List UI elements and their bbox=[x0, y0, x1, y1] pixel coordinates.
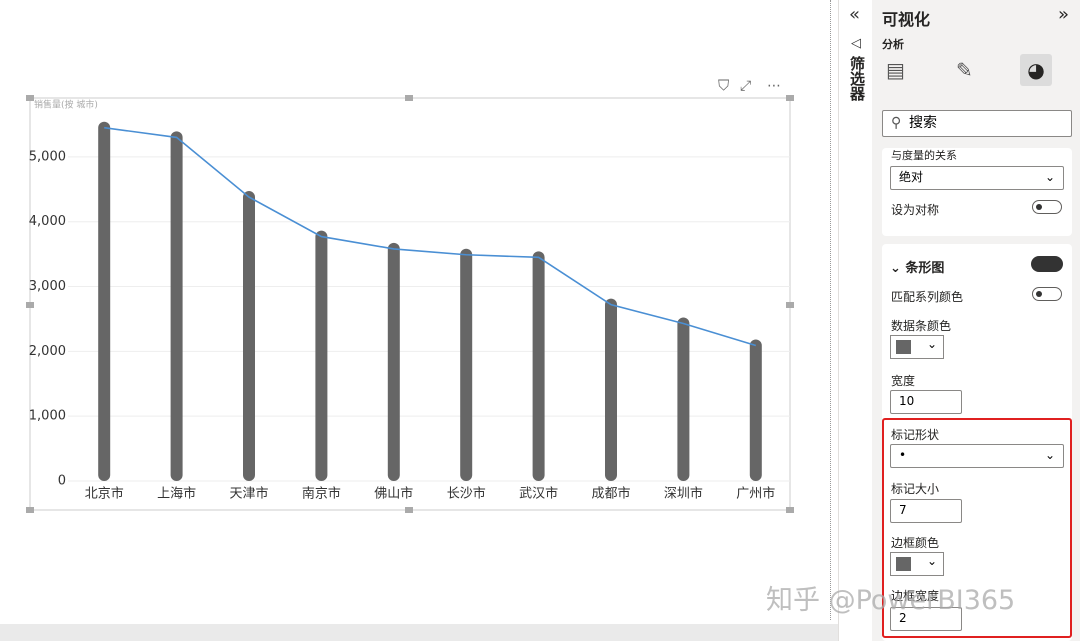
dropdown-value: • bbox=[899, 448, 907, 462]
visual-border bbox=[29, 97, 791, 511]
spin-value: 7 bbox=[899, 503, 907, 517]
resize-handle bbox=[786, 95, 794, 101]
x-tick-label: 深圳市 bbox=[664, 486, 703, 502]
filter-icon: ◁ bbox=[851, 36, 861, 51]
tab-label: 分析 bbox=[882, 38, 904, 51]
section-name: 条形图 bbox=[905, 261, 945, 276]
fields-icon[interactable]: ▤ bbox=[886, 58, 905, 82]
resize-handle bbox=[26, 302, 34, 308]
x-tick-label: 长沙市 bbox=[447, 486, 486, 502]
bar bbox=[532, 251, 545, 481]
color-picker[interactable]: ⌄ bbox=[890, 335, 944, 359]
toggle[interactable] bbox=[1032, 200, 1062, 214]
toggle[interactable] bbox=[1032, 287, 1062, 301]
spin-value: 10 bbox=[899, 394, 915, 408]
bar bbox=[460, 248, 473, 481]
label: 边框宽度 bbox=[891, 589, 940, 603]
spin-box[interactable]: 2 bbox=[890, 607, 962, 631]
spin-box[interactable]: 10 bbox=[890, 390, 962, 414]
collapse-icon[interactable]: « bbox=[849, 4, 861, 25]
pane-title: 可视化 bbox=[882, 10, 931, 29]
line bbox=[104, 126, 757, 347]
section-title[interactable]: ⌄ 条形图 bbox=[890, 261, 945, 276]
x-tick-label: 武汉市 bbox=[519, 486, 558, 502]
resize-handle bbox=[786, 302, 794, 308]
color-picker[interactable]: ⌄ bbox=[890, 552, 944, 576]
x-tick-label: 上海市 bbox=[157, 486, 196, 502]
format-icon[interactable]: ✎ bbox=[956, 58, 973, 82]
watermark: 知乎 @PowerBI365 bbox=[766, 585, 1016, 616]
expand-icon[interactable]: » bbox=[1058, 4, 1070, 25]
y-tick-label: 5,000 bbox=[29, 149, 66, 164]
y-tick-label: 2,000 bbox=[29, 344, 66, 359]
bar bbox=[98, 121, 111, 482]
canvas-bottom bbox=[0, 624, 838, 641]
resize-handle bbox=[26, 95, 34, 101]
label: 匹配系列颜色 bbox=[891, 290, 964, 304]
resize-handle bbox=[786, 507, 794, 513]
card bbox=[882, 148, 1072, 236]
dropdown[interactable]: 绝对 ⌄ bbox=[890, 166, 1064, 190]
resize-handle bbox=[405, 507, 413, 513]
filter-icon[interactable]: ⛉ bbox=[718, 77, 729, 95]
x-tick-label: 成都市 bbox=[591, 486, 630, 502]
label: 边框颜色 bbox=[891, 536, 940, 550]
y-tick-label: 0 bbox=[58, 474, 66, 489]
label: 标记形状 bbox=[891, 428, 940, 442]
bar bbox=[605, 298, 617, 481]
highlight-box bbox=[882, 418, 1072, 638]
bar bbox=[387, 242, 400, 481]
filter-pane-label: 筛选器 bbox=[848, 56, 866, 101]
focus-icon[interactable]: ⤢ bbox=[740, 78, 751, 94]
search-text: 搜索 bbox=[909, 115, 937, 131]
search-box[interactable]: ⚲ 搜索 bbox=[882, 110, 1072, 137]
x-tick-label: 广州市 bbox=[736, 486, 775, 502]
label: 数据条颜色 bbox=[891, 319, 952, 333]
label: 标记大小 bbox=[891, 482, 940, 496]
bar bbox=[677, 317, 690, 481]
resize-handle bbox=[405, 95, 413, 101]
analytics-icon[interactable]: ◕ bbox=[1020, 54, 1052, 86]
x-tick-label: 北京市 bbox=[85, 486, 124, 502]
x-tick-label: 佛山市 bbox=[374, 486, 413, 502]
label: 设为对称 bbox=[891, 203, 940, 217]
spin-box[interactable]: 7 bbox=[890, 499, 962, 523]
dropdown[interactable]: • ⌄ bbox=[890, 444, 1064, 468]
canvas-edge bbox=[830, 0, 831, 620]
toggle-on[interactable] bbox=[1031, 256, 1063, 272]
y-tick-label: 4,000 bbox=[29, 214, 66, 229]
bar bbox=[170, 131, 183, 481]
x-tick-label: 南京市 bbox=[302, 486, 341, 502]
chart: 销售量(按 城市) ⛉ ⤢ ⋯ 0 1,000 2,000 3,000 4,000 5,0… bbox=[26, 77, 794, 513]
resize-handle bbox=[26, 507, 34, 513]
spin-value: 2 bbox=[899, 611, 907, 625]
bar bbox=[315, 230, 328, 481]
label: 与度量的关系 bbox=[891, 149, 957, 162]
dropdown-value: 绝对 bbox=[899, 170, 924, 184]
label: 宽度 bbox=[891, 374, 916, 388]
chart-title: 销售量(按 城市) bbox=[34, 99, 98, 111]
y-tick-label: 1,000 bbox=[29, 409, 66, 424]
more-icon[interactable]: ⋯ bbox=[767, 78, 781, 94]
bar bbox=[749, 339, 762, 481]
filter-pane[interactable]: « ◁ 筛选器 bbox=[838, 0, 873, 641]
bar bbox=[243, 191, 255, 481]
x-tick-label: 天津市 bbox=[229, 486, 268, 502]
y-tick-label: 3,000 bbox=[29, 279, 66, 294]
